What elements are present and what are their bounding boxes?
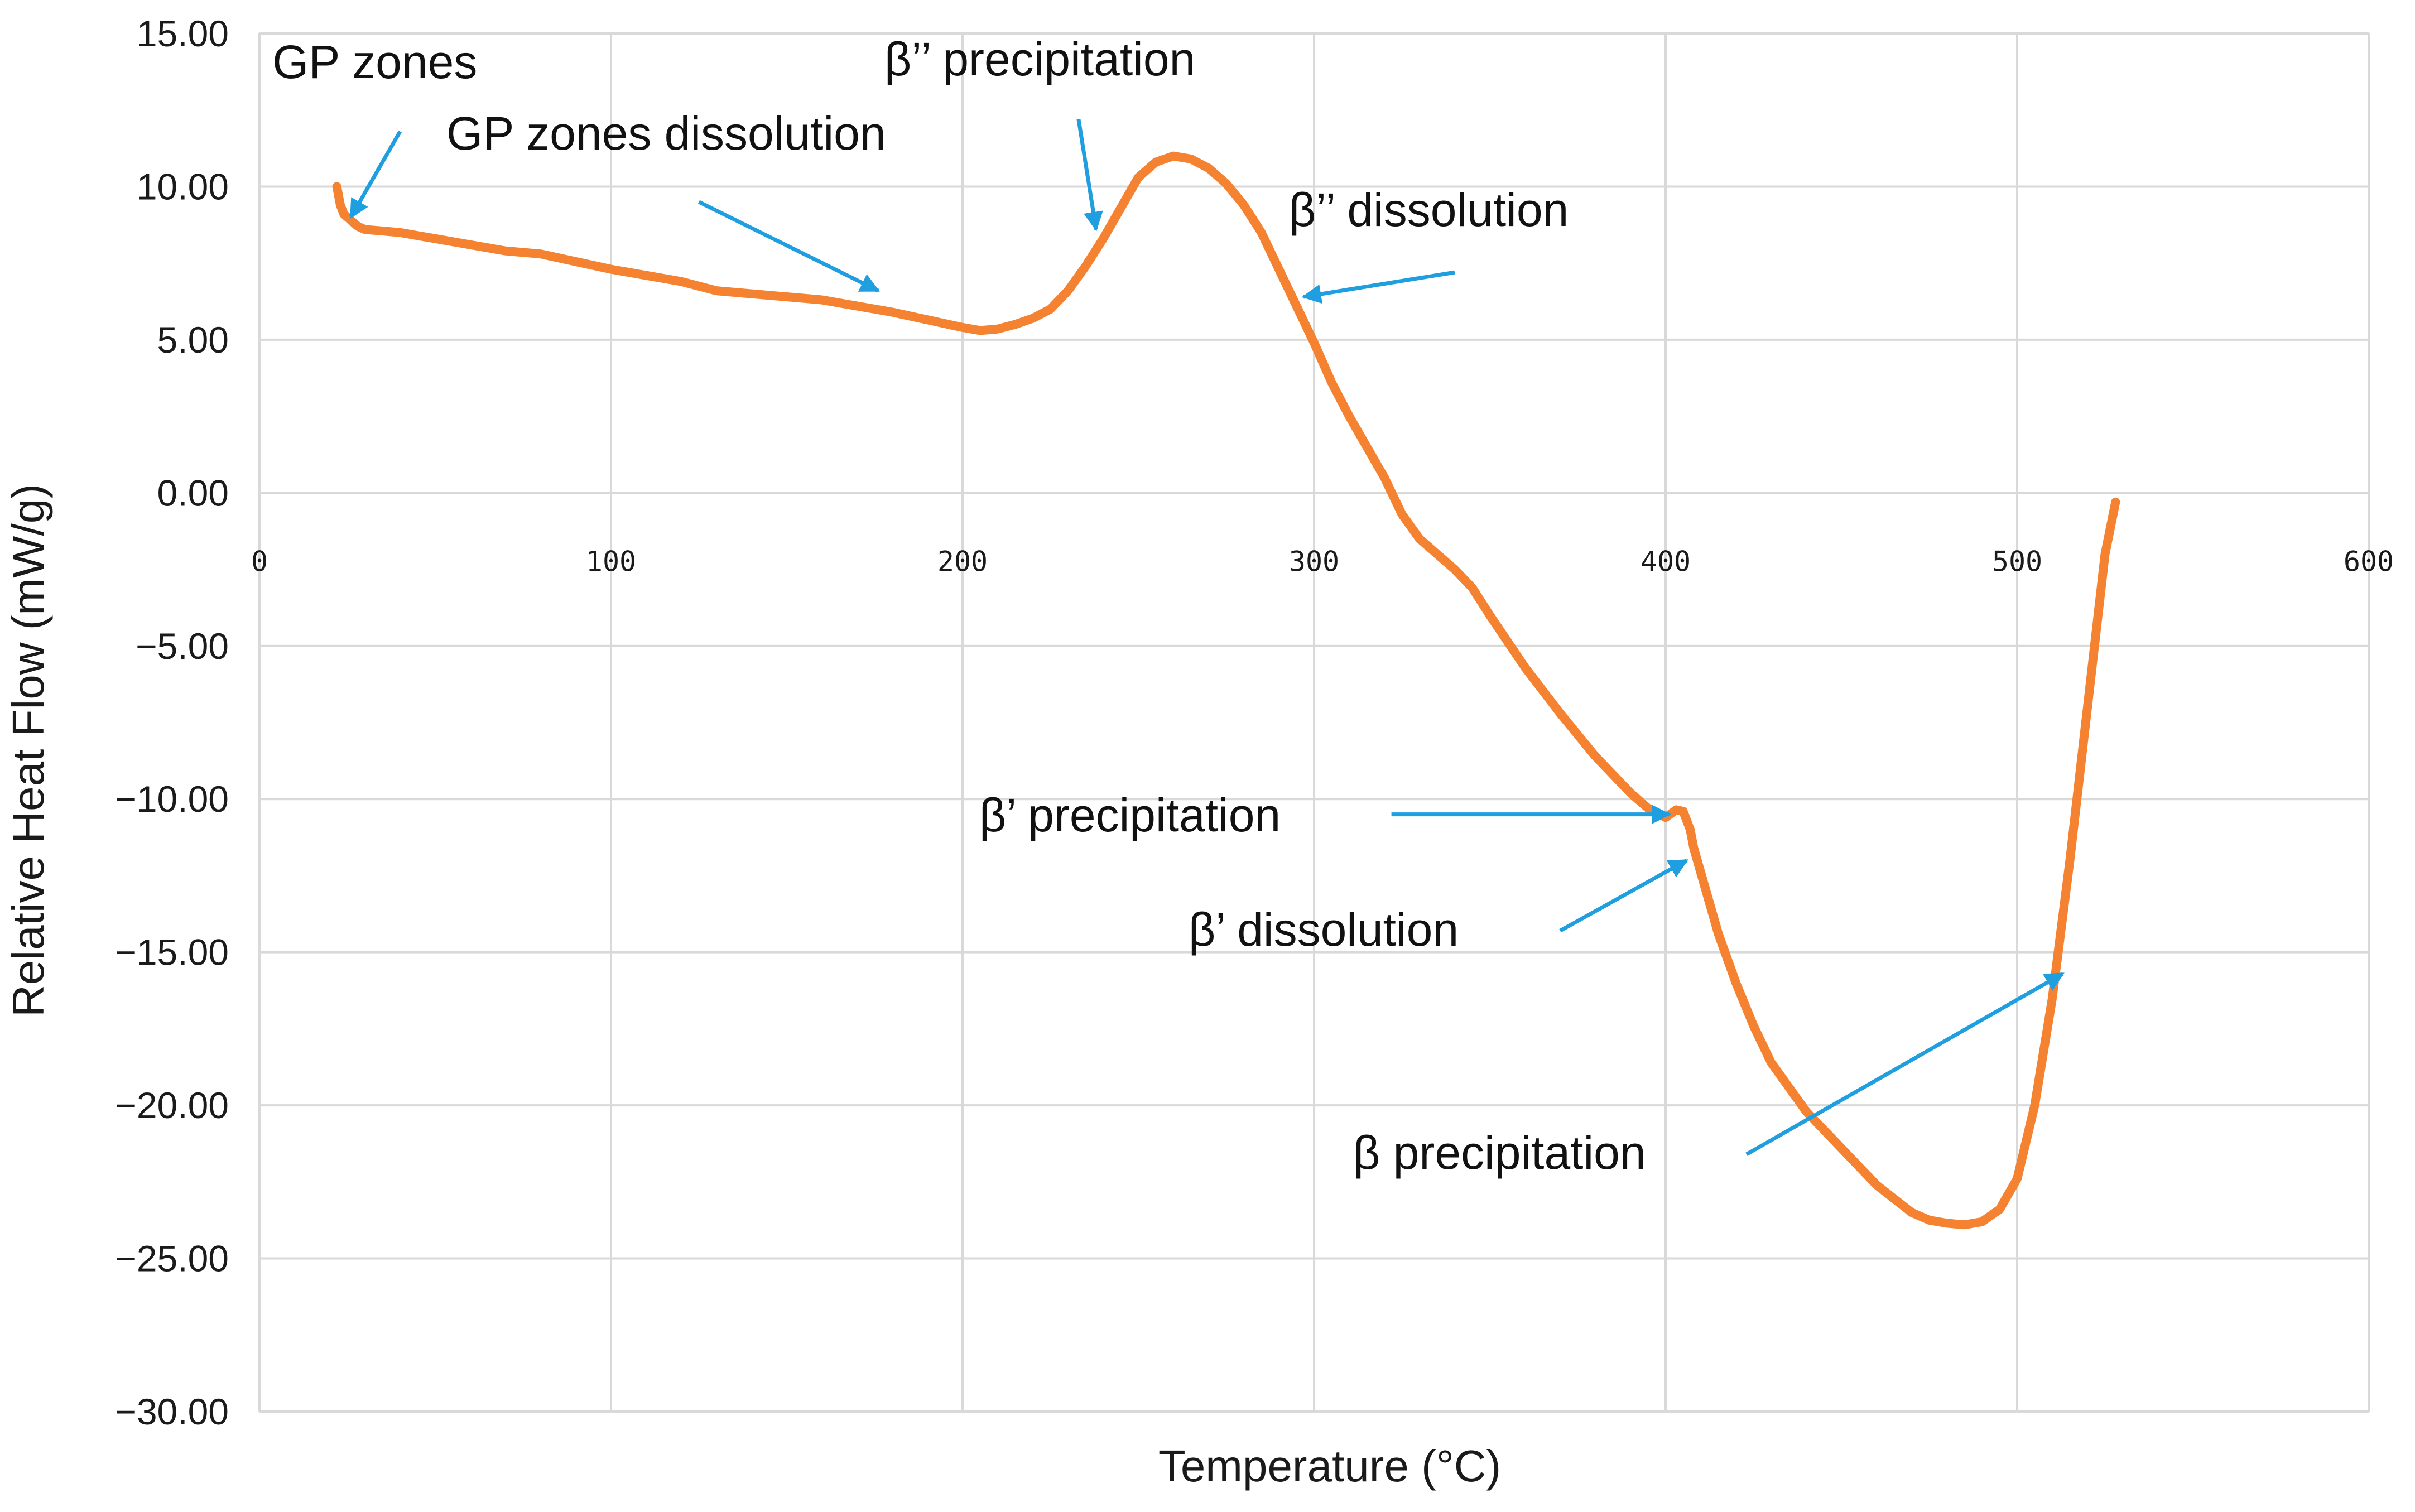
y-axis-label: Relative Heat Flow (mW/g)	[3, 484, 53, 1017]
x-tick-label: 200	[937, 545, 988, 577]
annotation-arrow	[1076, 119, 1103, 232]
y-tick-label: −10.00	[115, 778, 229, 820]
y-tick-label: −5.00	[136, 625, 229, 667]
annotation-label: GP zones	[272, 36, 477, 88]
tick-labels: 15.00 10.00 5.00 0.00 −5.00 −10.00 −15.00 −20.0…	[115, 13, 2394, 1432]
y-tick-label: 0.00	[157, 472, 229, 513]
series-line	[332, 151, 2120, 1230]
y-tick-label: −15.00	[115, 932, 229, 973]
annotation-label: β’’ dissolution	[1289, 184, 1569, 236]
annotation-arrow	[1301, 270, 1455, 304]
x-tick-label: 400	[1641, 545, 1691, 577]
gridlines	[258, 32, 2370, 1413]
y-tick-label: −30.00	[115, 1391, 229, 1432]
y-tick-label: 15.00	[137, 13, 229, 54]
series-layer	[332, 151, 2120, 1230]
annotation-label: GP zones dissolution	[446, 107, 886, 160]
annotations: GP zones GP zones dissolution β’’ precipit…	[272, 33, 2065, 1179]
x-tick-label: 500	[1992, 545, 2042, 577]
y-tick-label: −20.00	[115, 1085, 229, 1126]
annotation-arrow	[1745, 972, 2065, 1156]
x-axis-label: Temperature (°C)	[1158, 1441, 1501, 1491]
annotation-arrow	[1559, 858, 1688, 933]
annotation-label: β precipitation	[1353, 1126, 1646, 1179]
annotation-label: β’’ precipitation	[884, 33, 1195, 85]
y-tick-label: 10.00	[137, 166, 229, 207]
annotation-arrow	[697, 200, 880, 293]
y-tick-label: −25.00	[115, 1238, 229, 1279]
annotation-arrow	[349, 130, 402, 219]
x-tick-label: 100	[586, 545, 636, 577]
annotation-label: β’ precipitation	[979, 789, 1281, 841]
x-tick-label: 0	[251, 545, 268, 577]
x-tick-label: 600	[2344, 545, 2394, 577]
x-tick-label: 300	[1289, 545, 1339, 577]
annotation-label: β’ dissolution	[1189, 903, 1459, 956]
y-tick-label: 5.00	[157, 319, 229, 360]
